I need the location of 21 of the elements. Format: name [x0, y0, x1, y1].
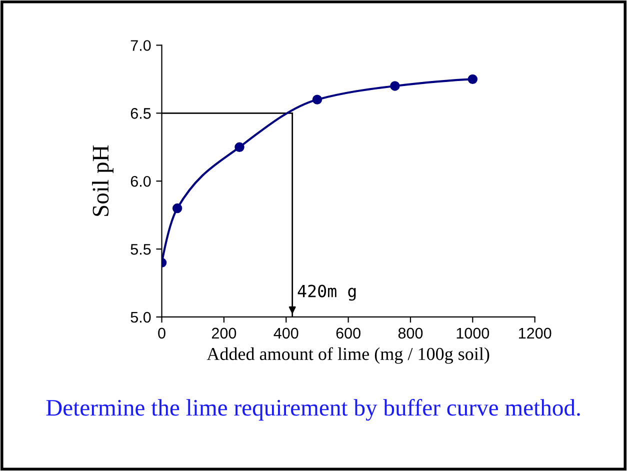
x-tick-label: 400 [274, 328, 298, 339]
x-tick-label: 200 [212, 328, 236, 339]
x-tick-label: 1000 [456, 328, 490, 339]
point [390, 81, 400, 91]
point [172, 203, 182, 214]
point [468, 74, 478, 84]
x-tick-label: 0 [158, 328, 166, 339]
x-axis-title: Added amount of lime (mg / 100g soil) [206, 347, 490, 364]
x-tick-label: 800 [398, 328, 423, 339]
y-tick-label: 6.0 [130, 176, 151, 187]
point [234, 142, 244, 152]
text: Determine the lime requirement by buffer curve method. [46, 398, 580, 421]
y-tick-label: 5.0 [130, 312, 151, 323]
y-tick-label: 5.5 [130, 244, 151, 255]
x-tick-label: 1200 [519, 328, 552, 339]
x-tick-label: 600 [336, 328, 360, 339]
y-tick-label: 7.0 [130, 40, 151, 51]
y-axis-title: Soil pH [92, 145, 114, 216]
point [312, 94, 322, 104]
ref-line-label: 420m g [298, 284, 356, 301]
y-tick-label: 6.5 [130, 108, 151, 119]
